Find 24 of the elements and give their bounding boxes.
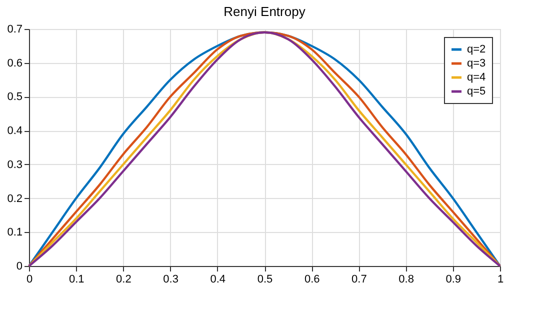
- x-tick-label: 0.7: [352, 274, 367, 286]
- y-tick-label: 0.6: [7, 57, 22, 70]
- chart-title: Renyi Entropy: [224, 4, 306, 19]
- x-tick-label: 0.6: [304, 274, 320, 286]
- x-tick-label: 0.1: [68, 274, 84, 286]
- y-tick-label: 0: [16, 260, 22, 272]
- x-tick-label: 0.2: [116, 274, 132, 286]
- x-tick-label: 0: [26, 274, 33, 286]
- y-tick-label: 0.3: [7, 158, 22, 171]
- x-tick-label: 0.9: [446, 274, 462, 286]
- legend-label: q=5: [467, 86, 486, 98]
- x-tick-label: 1: [497, 274, 504, 286]
- y-tick-label: 0.4: [7, 125, 22, 138]
- x-tick-label: 0.4: [210, 274, 226, 286]
- y-tick-label: 0.5: [7, 91, 22, 104]
- y-tick-label: 0.1: [7, 226, 22, 239]
- legend-label: q=3: [467, 58, 486, 70]
- x-tick-label: 0.3: [163, 274, 178, 286]
- legend-label: q=2: [467, 44, 486, 56]
- legend-label: q=4: [467, 72, 486, 84]
- x-tick-label: 0.5: [257, 274, 273, 286]
- y-tick-label: 0.7: [7, 24, 22, 36]
- y-tick-label: 0.2: [7, 192, 22, 205]
- x-tick-label: 0.8: [398, 274, 414, 286]
